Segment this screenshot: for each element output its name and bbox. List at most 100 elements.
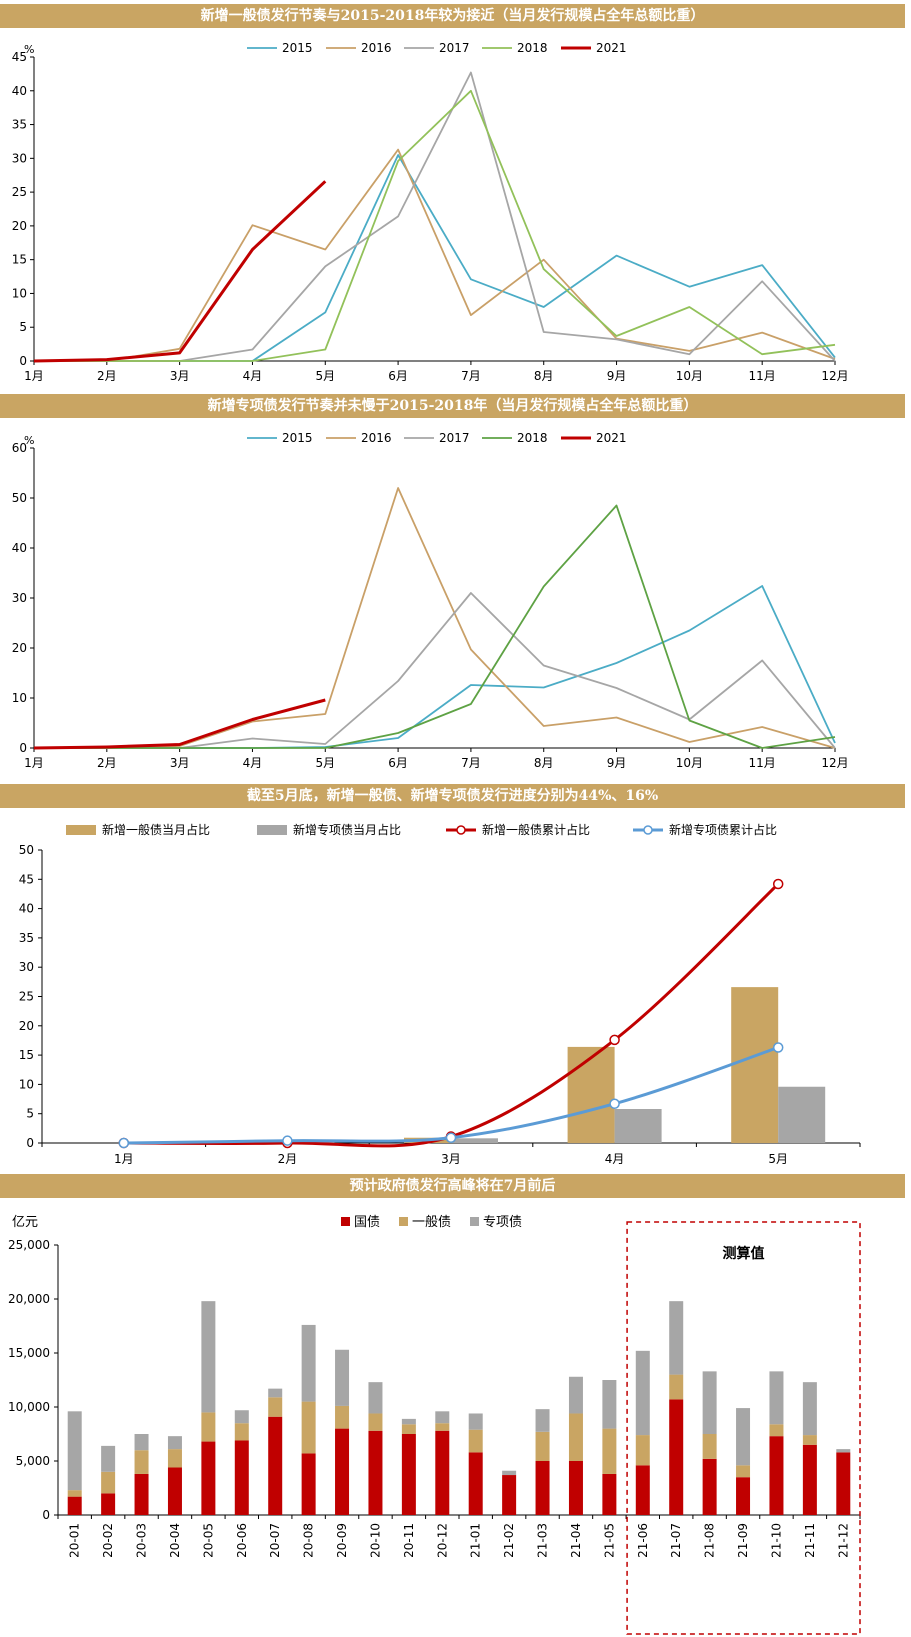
chart1-x-tick-label: 3月 (170, 369, 190, 383)
chart3-legend-marker (643, 825, 653, 835)
chart2-x-tick-label: 2月 (97, 756, 117, 770)
chart4-x-tick-label: 20-10 (368, 1523, 382, 1558)
chart3-x-tick-label: 2月 (278, 1152, 298, 1166)
chart1-y-tick-label: 10 (12, 286, 27, 300)
chart4-x-tick-label: 20-11 (402, 1523, 416, 1558)
chart4-bar-专项债 (268, 1388, 283, 1398)
chart2-series-2018 (34, 504, 836, 749)
chart4-bar-国债 (802, 1444, 817, 1515)
chart1-y-tick-label: 5 (19, 320, 27, 334)
chart4-bar-专项债 (702, 1371, 717, 1434)
chart4-bar-专项债 (201, 1301, 216, 1413)
chart4-bar-专项债 (736, 1408, 751, 1466)
chart4-x-tick-label: 20-09 (335, 1523, 349, 1558)
chart2-x-tick-label: 5月 (315, 756, 335, 770)
chart4-x-tick-label: 21-07 (669, 1523, 683, 1558)
chart2-y-tick-label: 0 (19, 741, 27, 755)
chart3-marker (609, 1098, 620, 1109)
chart4-bar-一般债 (736, 1465, 751, 1478)
chart2-legend-label: 2021 (596, 431, 627, 445)
chart4-bar-国债 (502, 1475, 517, 1515)
chart-4-title: 预计政府债发行高峰将在7月前后 (0, 1174, 905, 1198)
chart4-bar-专项债 (602, 1380, 617, 1429)
chart3-bar-special (451, 1138, 498, 1143)
chart4-bar-国债 (101, 1493, 116, 1515)
chart4-y-tick-label: 15,000 (8, 1346, 50, 1360)
chart1-y-tick-label: 30 (12, 151, 27, 165)
chart4-legend-swatch (399, 1217, 408, 1226)
chart1-y-tick-label: 25 (12, 185, 27, 199)
chart4-bar-一般债 (468, 1429, 483, 1453)
chart2-y-tick-label: 40 (12, 541, 27, 555)
chart4-bar-专项债 (635, 1350, 650, 1436)
chart4-x-tick-label: 21-04 (569, 1523, 583, 1558)
chart4-unit-label: 亿元 (12, 1215, 38, 1230)
chart2-x-tick-label: 11月 (749, 756, 776, 770)
chart4-bar-一般债 (134, 1450, 149, 1474)
chart4-bar-一般债 (702, 1434, 717, 1459)
chart4-bar-一般债 (669, 1374, 684, 1400)
chart4-bar-专项债 (502, 1470, 517, 1476)
chart-panel-1: 新增一般债发行节奏与2015-2018年较为接近（当月发行规模占全年总额比重） … (0, 0, 911, 388)
chart4-legend-label: 国债 (354, 1215, 380, 1230)
chart-1-title: 新增一般债发行节奏与2015-2018年较为接近（当月发行规模占全年总额比重） (0, 4, 905, 28)
chart1-x-tick-label: 10月 (676, 369, 703, 383)
chart1-series-2021 (33, 180, 327, 363)
chart-3-title: 截至5月底，新增一般债、新增专项债发行进度分别为44%、16% (0, 784, 905, 808)
chart2-y-tick-label: 60 (12, 441, 27, 455)
chart-panel-4: 预计政府债发行高峰将在7月前后 亿元 0 5,000 10,000 15,000 20,0… (0, 1174, 911, 1637)
chart3-marker (609, 1034, 620, 1046)
chart4-y-tick-label: 20,000 (8, 1292, 50, 1306)
chart-1-svg: % 0 5 10 15 20 25 30 35 40 45 1月 2月 3月 4月 5月 6月 7月 8月 9月 10月… (12, 41, 849, 383)
chart4-bar-专项债 (836, 1449, 851, 1453)
chart1-x-tick-label: 7月 (461, 369, 481, 383)
chart4-bar-一般债 (568, 1413, 583, 1461)
chart4-bar-国债 (234, 1440, 249, 1515)
chart4-bar-专项债 (535, 1409, 550, 1432)
chart4-x-tick-label: 20-05 (201, 1523, 215, 1558)
chart4-annotation: 测算值 (723, 1245, 765, 1262)
chart-3-svg: 0 5 10 15 20 25 30 35 40 45 50 1月 2月 3月 4月 5月 新增一般债当月占比 新… (19, 822, 861, 1166)
chart3-marker (282, 1135, 293, 1146)
chart4-y-tick-label: 10,000 (8, 1400, 50, 1414)
chart2-unit-label: % (24, 434, 34, 447)
chart4-x-tick-label: 20-07 (268, 1523, 282, 1558)
chart4-bar-国债 (635, 1465, 650, 1515)
chart4-legend-label: 一般债 (412, 1214, 451, 1230)
chart4-y-tick-label: 0 (42, 1508, 50, 1522)
chart4-x-tick-label: 21-02 (502, 1523, 516, 1558)
chart4-bar-一般债 (301, 1401, 316, 1454)
chart4-legend-label: 专项债 (483, 1215, 522, 1230)
chart4-x-tick-label: 21-09 (736, 1523, 750, 1558)
chart1-legend-label: 2018 (517, 41, 548, 55)
chart-2-title: 新增专项债发行节奏并未慢于2015-2018年（当月发行规模占全年总额比重） (0, 394, 905, 418)
chart4-legend-swatch (341, 1217, 350, 1226)
chart4-bar-一般债 (769, 1424, 784, 1437)
chart4-bar-一般债 (234, 1423, 249, 1441)
chart1-unit-label: % (24, 43, 34, 56)
chart2-series-2015 (34, 585, 836, 749)
chart3-y-tick-label: 30 (19, 960, 34, 974)
chart4-bar-专项债 (568, 1376, 583, 1414)
chart1-legend-label: 2016 (361, 41, 392, 55)
chart1-x-tick-label: 12月 (821, 369, 848, 383)
chart2-x-tick-label: 7月 (461, 756, 481, 770)
chart3-legend-label: 新增一般债当月占比 (102, 822, 210, 837)
chart3-y-tick-label: 5 (26, 1107, 34, 1121)
chart3-marker (772, 878, 784, 890)
chart4-bar-一般债 (435, 1423, 450, 1431)
chart4-bar-专项债 (234, 1410, 249, 1424)
chart3-y-tick-label: 35 (19, 931, 34, 945)
chart4-bar-专项债 (67, 1411, 82, 1491)
chart2-x-tick-label: 3月 (170, 756, 190, 770)
chart2-legend-label: 2016 (361, 431, 392, 445)
chart4-bar-一般债 (368, 1413, 383, 1431)
chart3-marker (445, 1132, 457, 1143)
chart4-bar-国债 (167, 1467, 182, 1515)
chart3-marker (772, 1042, 784, 1053)
chart1-x-tick-label: 2月 (97, 369, 117, 383)
chart4-bar-一般债 (101, 1471, 116, 1494)
chart4-bar-国债 (568, 1461, 583, 1515)
chart3-y-tick-label: 50 (19, 843, 34, 857)
chart1-y-tick-label: 40 (12, 84, 27, 98)
